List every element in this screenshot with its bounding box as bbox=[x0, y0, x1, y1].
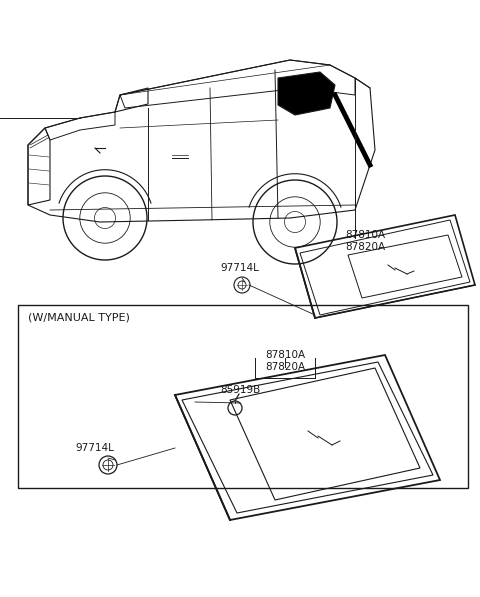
Text: 85919B: 85919B bbox=[220, 385, 260, 395]
Text: 97714L: 97714L bbox=[220, 263, 259, 273]
Text: 87810A
87820A: 87810A 87820A bbox=[265, 350, 305, 373]
Text: (W/MANUAL TYPE): (W/MANUAL TYPE) bbox=[28, 313, 130, 323]
Polygon shape bbox=[278, 72, 335, 115]
Text: 87810A
87820A: 87810A 87820A bbox=[345, 230, 385, 253]
Bar bbox=[18, 305, 468, 488]
Text: 97714L: 97714L bbox=[75, 443, 114, 453]
